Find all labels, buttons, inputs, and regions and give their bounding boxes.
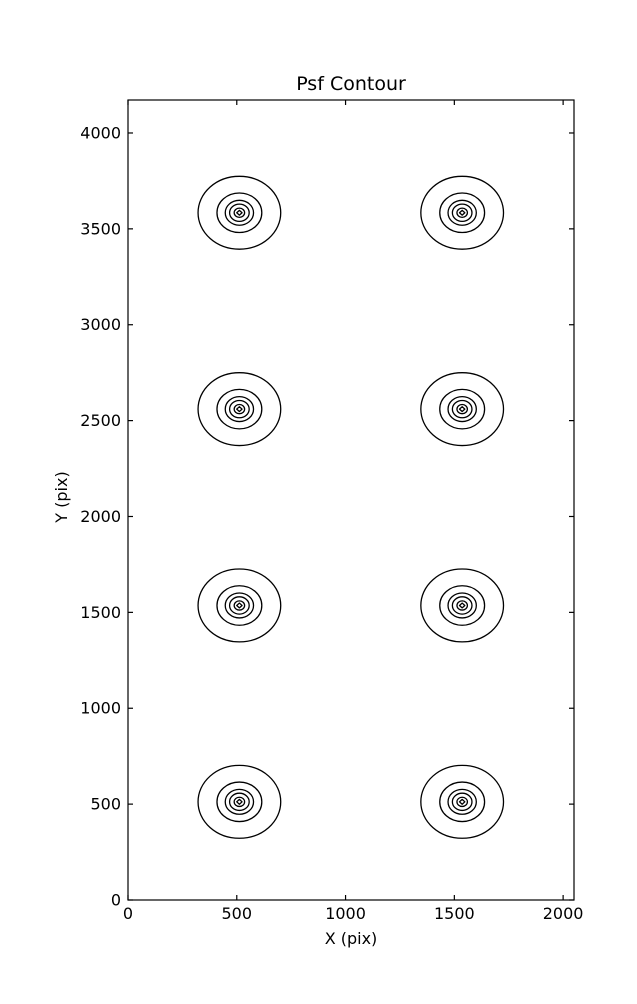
contour-level — [197, 568, 282, 643]
contour-level-innermost — [236, 798, 243, 805]
contour-level — [451, 399, 473, 419]
contour-level — [216, 192, 263, 234]
contour-cluster — [420, 764, 505, 839]
contour-level — [456, 600, 469, 611]
contour-level — [447, 592, 477, 619]
contour-level — [451, 203, 473, 223]
y-tick-label: 1000 — [80, 699, 121, 718]
contour-cluster — [420, 568, 505, 643]
contour-level — [420, 568, 505, 643]
contour-level — [228, 596, 250, 615]
contour-level-innermost — [236, 406, 243, 413]
axis-ticks — [127, 100, 574, 901]
contour-level — [224, 199, 255, 226]
contour-level — [439, 585, 486, 626]
contour-level — [224, 788, 255, 815]
contour-level — [228, 399, 250, 419]
y-tick-label: 2000 — [80, 507, 121, 526]
contour-cluster — [197, 568, 282, 643]
contour-level — [216, 388, 263, 430]
contour-level — [447, 788, 477, 815]
contour-level — [224, 395, 255, 423]
y-axis-label: Y (pix) — [52, 471, 71, 523]
contour-level-innermost — [458, 602, 466, 609]
chart-title: Psf Contour — [296, 73, 406, 95]
contour-level — [456, 403, 469, 415]
contour-cluster — [197, 372, 282, 447]
contour-level — [216, 781, 263, 823]
contour-level-innermost — [458, 406, 466, 413]
contour-level-innermost — [236, 209, 243, 216]
contour-level — [233, 403, 246, 415]
x-tick-label: 1000 — [325, 904, 366, 923]
y-tick-label: 2500 — [80, 411, 121, 430]
contour-level — [456, 796, 469, 808]
contour-lines — [197, 175, 505, 839]
contour-cluster — [420, 175, 505, 250]
contour-level — [228, 792, 250, 812]
contour-level — [233, 207, 246, 219]
contour-level — [233, 600, 246, 611]
contour-level — [456, 207, 469, 219]
contour-level-innermost — [458, 209, 466, 216]
contour-level — [224, 592, 255, 619]
x-tick-label: 2000 — [543, 904, 584, 923]
contour-level — [197, 372, 282, 447]
contour-cluster — [197, 175, 282, 250]
x-tick-label: 500 — [222, 904, 253, 923]
contour-level — [216, 585, 263, 626]
x-axis-label: X (pix) — [325, 929, 378, 948]
contour-level-innermost — [236, 602, 243, 609]
y-tick-label: 3000 — [80, 315, 121, 334]
contour-level — [420, 372, 505, 447]
contour-level — [420, 175, 505, 250]
plot-border — [127, 99, 575, 901]
contour-level — [420, 764, 505, 839]
y-tick-label: 500 — [90, 795, 121, 814]
contour-level — [197, 175, 282, 250]
contour-level — [228, 203, 250, 223]
contour-level — [439, 781, 486, 823]
contour-level — [197, 764, 282, 839]
contour-level — [439, 192, 486, 234]
contour-level — [451, 596, 473, 615]
contour-level-innermost — [458, 798, 466, 805]
y-tick-label: 4000 — [80, 123, 121, 142]
contour-level — [439, 388, 486, 430]
x-tick-label: 1500 — [434, 904, 475, 923]
x-tick-label: 0 — [123, 904, 133, 923]
contour-level — [233, 796, 246, 808]
contour-level — [447, 199, 477, 226]
y-tick-label: 3500 — [80, 219, 121, 238]
contour-level — [451, 792, 473, 812]
y-tick-label: 1500 — [80, 603, 121, 622]
contour-cluster — [197, 764, 282, 839]
contour-cluster — [420, 372, 505, 447]
axis-tick-labels: 0 500 1000 1500 2000 0 500 1000 1500 2000 2500 3000… — [80, 123, 583, 923]
y-tick-label: 0 — [111, 891, 121, 910]
contour-level — [447, 395, 477, 423]
